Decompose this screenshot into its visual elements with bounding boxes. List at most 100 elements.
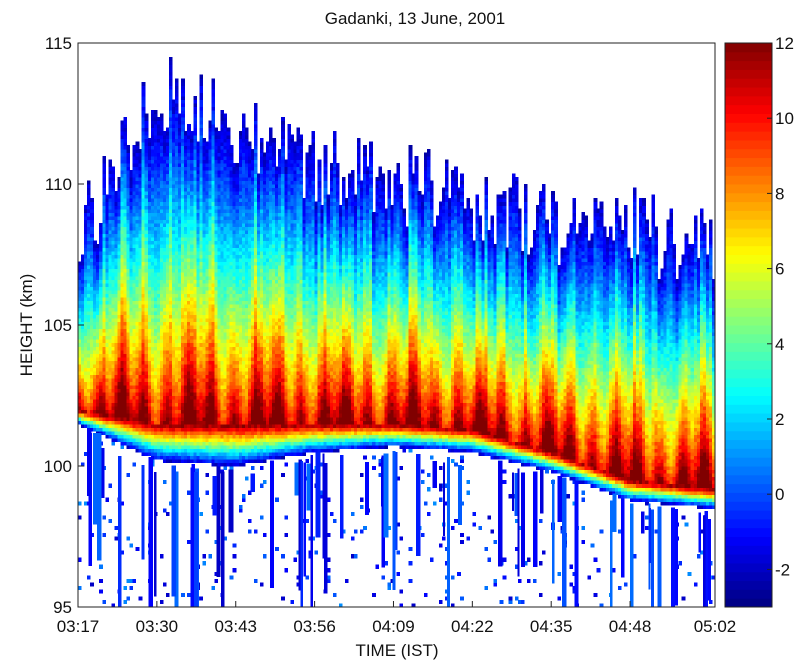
heatmap-cell xyxy=(126,184,131,189)
heatmap-cell xyxy=(108,215,112,220)
heatmap-cell xyxy=(129,416,134,421)
heatmap-cell xyxy=(147,434,152,439)
heatmap-cell xyxy=(144,363,149,368)
heatmap-cell xyxy=(117,427,122,432)
heatmap-cell xyxy=(117,240,122,245)
heatmap-cell xyxy=(132,226,137,231)
heatmap-cell xyxy=(132,275,137,280)
heatmap-cell xyxy=(126,402,131,407)
heatmap-cell xyxy=(117,250,122,256)
heatmap-cell xyxy=(96,406,100,411)
heatmap-cell xyxy=(81,258,85,263)
heatmap-cell xyxy=(150,286,155,291)
heatmap-cell xyxy=(123,441,128,446)
heatmap-cell xyxy=(84,254,88,259)
heatmap-cell xyxy=(96,296,100,301)
heatmap-cell xyxy=(132,339,137,344)
heatmap-cell xyxy=(117,219,122,224)
heatmap-cell xyxy=(120,427,125,432)
heatmap-cell xyxy=(132,325,137,330)
heatmap-cell xyxy=(144,420,149,425)
heatmap-cell xyxy=(117,254,122,259)
heatmap-cell xyxy=(153,109,158,115)
heatmap-cell xyxy=(129,406,134,411)
heatmap-cell xyxy=(144,243,149,249)
heatmap-cell xyxy=(123,176,128,182)
heatmap-cell xyxy=(132,219,137,224)
heatmap-cell xyxy=(120,282,125,287)
heatmap-cell xyxy=(129,430,134,435)
heatmap-cell xyxy=(211,585,216,590)
heatmap-cell xyxy=(111,247,115,252)
heatmap-cell xyxy=(150,258,155,263)
heatmap-cell xyxy=(211,113,216,118)
heatmap-cell xyxy=(150,124,155,129)
heatmap-cell xyxy=(141,187,146,192)
heatmap-cell xyxy=(126,395,131,400)
heatmap-cell xyxy=(141,131,146,136)
heatmap-cell xyxy=(114,275,119,280)
heatmap-cell xyxy=(144,247,149,252)
heatmap-cell xyxy=(87,208,91,213)
heatmap-cell xyxy=(90,314,94,319)
heatmap-cell xyxy=(126,339,131,344)
heatmap-cell xyxy=(105,208,109,213)
heatmap-cell xyxy=(211,124,216,129)
heatmap-cell xyxy=(99,289,103,294)
heatmap-cell xyxy=(138,236,143,242)
heatmap-cell xyxy=(93,427,97,432)
heatmap-cell xyxy=(141,434,146,439)
heatmap-cell xyxy=(150,296,155,301)
heatmap-cell xyxy=(120,332,125,337)
heatmap-cell xyxy=(150,247,155,252)
heatmap-cell xyxy=(126,258,131,263)
heatmap-cell xyxy=(117,423,122,428)
heatmap-cell xyxy=(99,229,103,234)
heatmap-cell xyxy=(147,212,152,217)
heatmap-cell xyxy=(144,240,149,245)
heatmap-cell xyxy=(138,363,143,368)
heatmap-cell xyxy=(141,268,146,273)
heatmap-cell xyxy=(126,212,131,217)
heatmap-cell xyxy=(99,353,103,358)
heatmap-cell xyxy=(90,247,94,252)
heatmap-cell xyxy=(150,332,155,337)
heatmap-cell xyxy=(135,430,140,435)
heatmap-cell xyxy=(147,279,152,284)
heatmap-cell xyxy=(108,483,112,488)
heatmap-cell xyxy=(123,173,128,178)
heatmap-cell xyxy=(144,152,149,157)
heatmap-cell xyxy=(144,342,149,347)
heatmap-cell xyxy=(153,416,158,421)
heatmap-cell xyxy=(138,286,143,291)
heatmap-cell xyxy=(105,254,109,259)
heatmap-cell xyxy=(141,92,146,97)
heatmap-cell xyxy=(147,268,152,273)
heatmap-cell xyxy=(138,226,143,231)
heatmap-cell xyxy=(93,388,97,393)
heatmap-cell xyxy=(153,370,158,375)
heatmap-cell xyxy=(102,162,106,167)
heatmap-cell xyxy=(90,381,94,386)
heatmap-cell xyxy=(99,356,103,361)
heatmap-cell xyxy=(117,194,122,199)
heatmap-cell xyxy=(111,215,115,220)
heatmap-cell xyxy=(141,250,146,256)
heatmap-cell xyxy=(129,303,134,308)
heatmap-cell xyxy=(117,384,122,390)
heatmap-cell xyxy=(120,254,125,259)
heatmap-cell xyxy=(135,176,140,182)
heatmap-cell xyxy=(84,317,88,323)
heatmap-cell xyxy=(105,226,109,231)
heatmap-cell xyxy=(135,317,140,323)
heatmap-cell xyxy=(90,265,94,270)
heatmap-cell xyxy=(202,554,206,559)
heatmap-cell xyxy=(132,222,137,227)
heatmap-cell xyxy=(162,582,167,587)
heatmap-cell xyxy=(111,384,115,390)
heatmap-cell xyxy=(129,300,134,305)
heatmap-cell xyxy=(111,258,115,263)
heatmap-cell xyxy=(181,592,185,598)
heatmap-cell xyxy=(126,148,131,153)
heatmap-cell xyxy=(102,374,106,379)
